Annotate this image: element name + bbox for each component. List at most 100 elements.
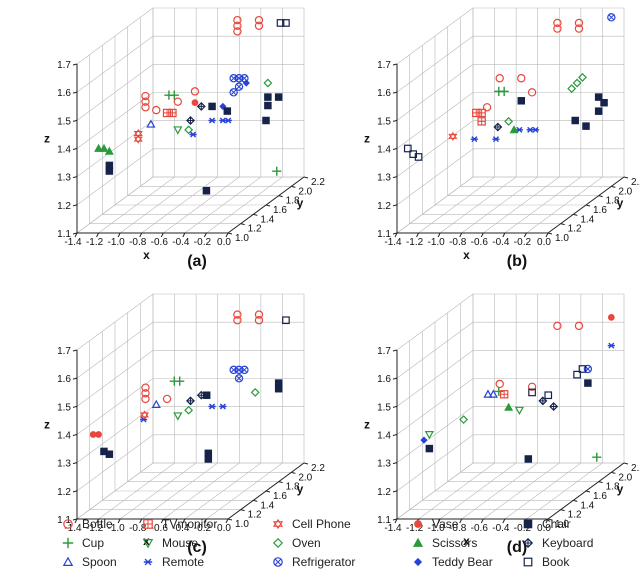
x-tick: [96, 232, 100, 238]
point-bottle: [233, 21, 242, 30]
z-tick: [392, 462, 398, 465]
z-axis-title: z: [44, 418, 50, 432]
y-tick: [560, 509, 565, 512]
panel-c: -1.4 -1.2 -1.0 -0.8 -0.6 -0.4 -0.2 0.0 1.01.21.4…: [44, 293, 325, 556]
y-tick-label: 1.6: [593, 205, 607, 216]
x-tick-label: -0.6: [151, 523, 169, 534]
legend-item-oven: Oven: [272, 536, 321, 550]
x-axis-title: x: [143, 248, 150, 262]
point-keyboard: [538, 396, 548, 406]
x-tick-label: -1.4: [384, 237, 402, 248]
y-tick-label: 2.0: [298, 186, 312, 197]
x-tick-label: -1.0: [428, 523, 446, 534]
point-chair: [204, 455, 213, 463]
x-tick-label: -0.4: [492, 237, 510, 248]
y-tick: [240, 509, 245, 512]
y-tick-label: 2.2: [631, 177, 640, 188]
point-cell-phone: [448, 131, 458, 141]
point-bottle: [574, 24, 584, 33]
legend-item-cell-phone: Cell Phone: [272, 517, 351, 531]
x-tick: [74, 232, 78, 238]
point-bottle: [495, 74, 504, 83]
point-bottle: [527, 88, 537, 97]
x-tick-label: -0.2: [194, 523, 212, 534]
z-tick-label: 1.5: [377, 116, 391, 127]
legend-marker-remote: [143, 558, 153, 566]
point-keyboard: [196, 390, 206, 400]
z-tick-label: 1.1: [377, 229, 391, 240]
legend-marker-cell-phone: [272, 518, 284, 530]
z-tick-label: 1.3: [377, 459, 391, 470]
x-tick-label: -0.8: [449, 237, 467, 248]
legend-item-mouse: Mouse: [142, 536, 198, 550]
x-tick: [160, 232, 164, 238]
z-tick-label: 1.6: [377, 88, 391, 99]
point-oven: [578, 72, 587, 82]
point-bottle: [517, 74, 526, 83]
z-axis-title: z: [364, 132, 370, 146]
point-remote: [492, 136, 500, 143]
point-vase: [191, 99, 199, 107]
point-book: [528, 388, 536, 397]
x-tick: [203, 232, 207, 238]
z-tick: [392, 405, 398, 408]
y-tick: [585, 490, 591, 493]
y-tick: [240, 223, 245, 226]
point-oven: [459, 415, 469, 424]
y-tick-label: 1.0: [555, 233, 569, 244]
y-tick-label: 1.6: [593, 491, 607, 502]
point-cell-phone: [133, 134, 143, 144]
point-refrigerator: [229, 88, 238, 97]
point-bottle: [527, 382, 537, 391]
point-bottle: [233, 27, 242, 36]
point-bottle: [233, 316, 242, 325]
x-tick: [459, 518, 463, 524]
gridline: [396, 64, 474, 121]
legend-item-remote: Remote: [143, 555, 204, 569]
x-tick-label: -0.2: [514, 523, 532, 534]
z-tick-label: 1.7: [57, 346, 71, 357]
z-tick-label: 1.2: [377, 487, 391, 498]
point-remote: [531, 126, 540, 133]
z-tick: [72, 119, 78, 122]
point-cup: [272, 166, 282, 176]
y-axis-title: y: [617, 196, 624, 210]
point-remote: [470, 136, 478, 143]
x-tick: [225, 232, 229, 238]
x-tick-label: -1.0: [108, 237, 126, 248]
point-bottle: [141, 394, 150, 404]
gridline: [76, 406, 154, 463]
z-tick: [392, 176, 398, 179]
legend-item-tvmonitor: TVmonitor: [143, 517, 217, 531]
gridline: [396, 7, 474, 65]
legend-item-teddy-bear: Teddy Bear: [413, 555, 493, 569]
y-tick-label: 1.0: [555, 519, 569, 530]
legend-label: Remote: [162, 555, 204, 569]
z-tick: [72, 434, 78, 436]
x-tick: [74, 518, 78, 524]
y-tick-label: 1.4: [580, 500, 594, 511]
y-tick-label: 1.4: [580, 214, 594, 225]
x-tick-label: -0.8: [129, 237, 147, 248]
z-tick: [392, 119, 398, 122]
x-tick: [437, 232, 441, 238]
x-tick-label: -0.8: [129, 523, 147, 534]
legend-item-vase: Vase: [414, 517, 459, 531]
z-tick: [392, 204, 398, 207]
point-vase: [95, 431, 102, 438]
gridline: [76, 148, 154, 206]
z-tick: [392, 148, 398, 150]
legend-marker-teddy-bear: [413, 557, 423, 567]
point-bottle: [482, 103, 492, 112]
point-book: [276, 19, 285, 27]
x-axis-title: x: [143, 534, 150, 548]
x-tick-label: 0.0: [217, 237, 231, 248]
legend-item-bottle: Bottle: [63, 517, 113, 531]
gridline: [76, 92, 154, 149]
y-tick-label: 1.2: [568, 510, 582, 521]
z-axis-title: z: [364, 418, 370, 432]
point-spoon: [146, 119, 156, 128]
legend-label: Scissors: [432, 536, 477, 550]
legend-marker-tvmonitor: [143, 519, 153, 529]
z-tick-label: 1.7: [377, 346, 391, 357]
